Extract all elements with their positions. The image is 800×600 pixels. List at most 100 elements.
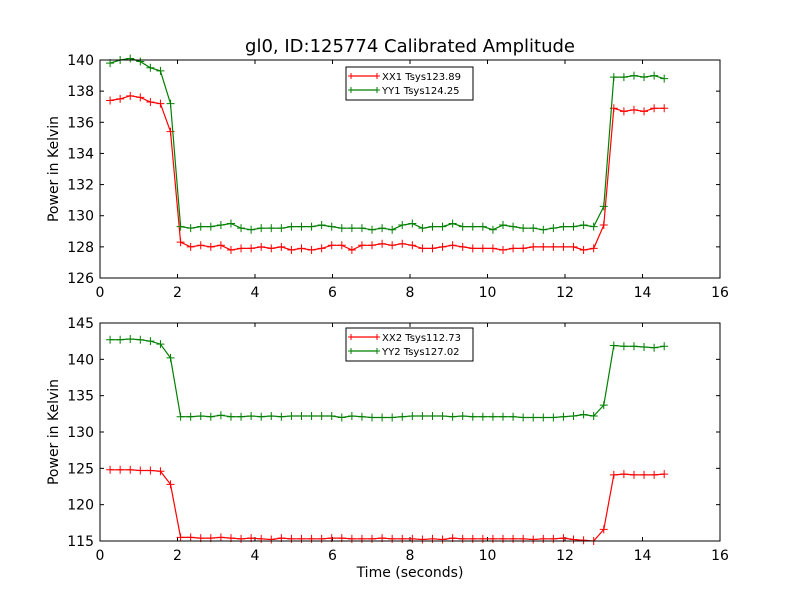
data-point xyxy=(398,221,407,230)
x-tick-label: 2 xyxy=(173,285,182,301)
data-point xyxy=(599,401,608,410)
data-point xyxy=(468,222,477,231)
data-point xyxy=(378,239,387,248)
data-point xyxy=(569,242,578,251)
data-point xyxy=(660,74,669,83)
x-tick-label: 10 xyxy=(479,548,497,564)
data-point xyxy=(428,222,437,231)
data-point xyxy=(629,470,638,479)
data-point xyxy=(327,241,336,250)
data-point xyxy=(317,412,326,421)
data-point xyxy=(257,242,266,251)
data-point xyxy=(378,413,387,422)
data-point xyxy=(418,412,427,421)
data-point xyxy=(549,413,558,422)
data-point xyxy=(247,244,256,253)
data-point xyxy=(368,413,377,422)
data-point xyxy=(609,73,618,82)
data-point xyxy=(307,245,316,254)
x-axis-label: Time (seconds) xyxy=(356,565,464,581)
data-point xyxy=(156,340,165,349)
data-point xyxy=(287,222,296,231)
data-point xyxy=(458,242,467,251)
y-tick-label: 140 xyxy=(67,352,94,368)
x-tick-label: 16 xyxy=(711,285,729,301)
y-tick-label: 125 xyxy=(67,461,94,477)
x-tick-label: 6 xyxy=(328,548,337,564)
data-point xyxy=(237,244,246,253)
data-point xyxy=(206,412,215,421)
data-point xyxy=(347,412,356,421)
data-point xyxy=(146,337,155,346)
data-point xyxy=(368,225,377,234)
data-point xyxy=(549,224,558,233)
data-point xyxy=(317,244,326,253)
data-point xyxy=(156,467,165,476)
data-point xyxy=(357,412,366,421)
data-point xyxy=(297,412,306,421)
data-point xyxy=(509,412,518,421)
legend-marker xyxy=(348,73,380,79)
data-point xyxy=(186,224,195,233)
y-tick-label: 136 xyxy=(67,115,94,131)
data-point xyxy=(146,466,155,475)
x-tick-label: 0 xyxy=(96,285,105,301)
data-point xyxy=(408,241,417,250)
upper-chart: 0 2 4 6 8 10 12 14 16 126 128 130 132 134 136 138 140 Pow… xyxy=(46,53,729,301)
data-point xyxy=(368,241,377,250)
data-point xyxy=(569,535,578,544)
x-tick-label: 10 xyxy=(479,285,497,301)
data-point xyxy=(146,63,155,72)
data-point xyxy=(569,222,578,231)
data-point xyxy=(156,99,165,108)
x-tick-label: 12 xyxy=(556,548,574,564)
legend-marker xyxy=(348,87,380,93)
data-point xyxy=(297,244,306,253)
data-point xyxy=(116,94,125,103)
data-point xyxy=(488,412,497,421)
x-tick-label: 6 xyxy=(328,285,337,301)
data-point xyxy=(216,241,225,250)
data-point xyxy=(267,535,276,544)
y-tick-label: 126 xyxy=(67,271,94,287)
data-point xyxy=(307,222,316,231)
data-point xyxy=(579,245,588,254)
data-point xyxy=(347,224,356,233)
data-point xyxy=(247,225,256,234)
data-point xyxy=(650,104,659,113)
data-point xyxy=(488,244,497,253)
data-point xyxy=(216,411,225,420)
data-point xyxy=(629,105,638,114)
data-point xyxy=(640,73,649,82)
data-point xyxy=(307,412,316,421)
data-point xyxy=(589,244,598,253)
data-point xyxy=(529,413,538,422)
data-point xyxy=(619,107,628,116)
x-tick-label: 2 xyxy=(173,548,182,564)
data-point xyxy=(136,335,145,344)
data-point xyxy=(660,470,669,479)
data-point xyxy=(357,241,366,250)
data-point xyxy=(317,221,326,230)
data-point xyxy=(539,225,548,234)
legend-label: XX2 Tsys112.73 xyxy=(382,333,461,344)
data-point xyxy=(146,98,155,107)
data-point xyxy=(216,533,225,542)
data-point xyxy=(166,480,175,489)
plot-frame xyxy=(99,59,721,279)
data-point xyxy=(398,239,407,248)
data-point xyxy=(418,224,427,233)
data-point xyxy=(660,104,669,113)
data-point xyxy=(619,470,628,479)
data-point xyxy=(478,222,487,231)
data-point xyxy=(539,242,548,251)
data-point xyxy=(428,412,437,421)
data-point xyxy=(408,219,417,228)
data-point xyxy=(509,222,518,231)
y-tick-label: 130 xyxy=(67,425,94,441)
data-point xyxy=(106,465,115,474)
data-point xyxy=(660,342,669,351)
data-point xyxy=(579,536,588,545)
data-point xyxy=(438,412,447,421)
legend-marker xyxy=(348,348,380,354)
